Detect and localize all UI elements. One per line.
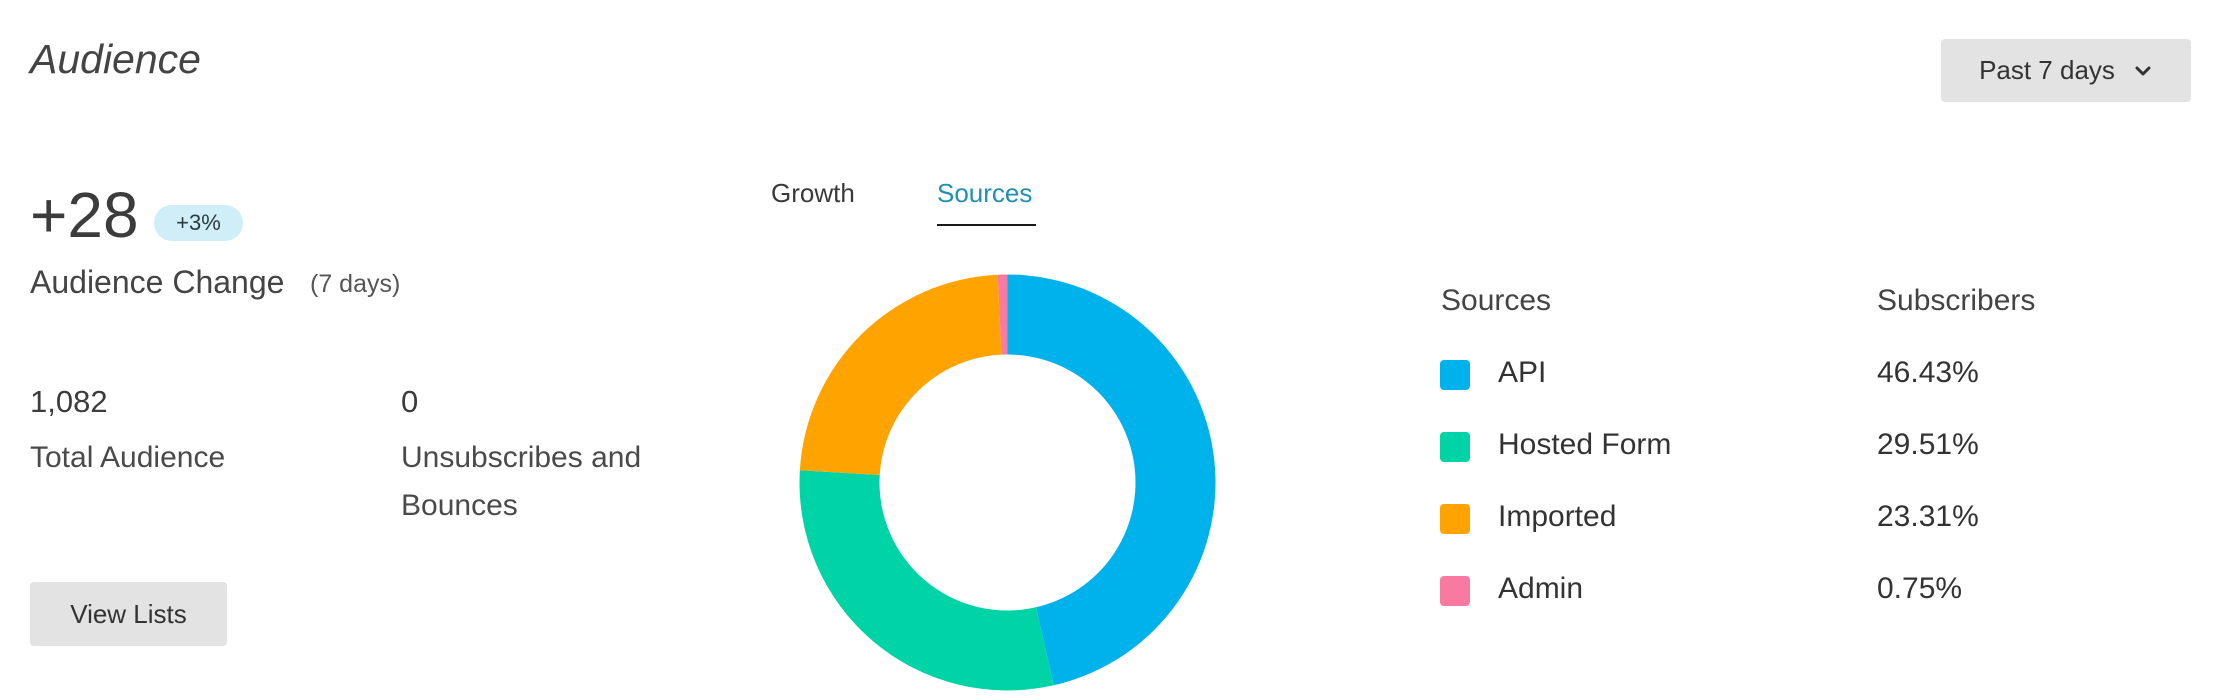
- date-range-label: Past 7 days: [1979, 55, 2115, 85]
- donut-slice-imported: [799, 274, 1002, 475]
- legend-subscriber-share: 46.43%: [1877, 356, 1979, 389]
- donut-slice-api: [1007, 274, 1216, 686]
- legend-source-name: Admin: [1498, 572, 1584, 605]
- legend-source-name: Imported: [1498, 500, 1617, 533]
- donut-slice-admin: [997, 274, 1008, 355]
- sources-donut-chart: [799, 274, 1216, 691]
- active-tab-indicator: [937, 224, 1036, 226]
- legend-row-hosted-form: Hosted Form 29.51%: [1440, 428, 2140, 468]
- legend-swatch: [1440, 360, 1470, 390]
- total-audience-label: Total Audience: [30, 441, 226, 474]
- audience-change-value: +28: [30, 179, 139, 251]
- legend-subscriber-share: 0.75%: [1877, 572, 1963, 605]
- legend-header-subscribers: Subscribers: [1877, 284, 2036, 317]
- audience-change-label: Audience Change: [30, 264, 285, 300]
- legend-row-admin: Admin 0.75%: [1440, 572, 2140, 612]
- total-audience-value: 1,082: [30, 384, 108, 419]
- legend-swatch: [1440, 504, 1470, 534]
- legend-row-imported: Imported 23.31%: [1440, 500, 2140, 540]
- chevron-down-icon: [2135, 66, 2151, 75]
- legend-subscriber-share: 29.51%: [1877, 428, 1979, 461]
- date-range-dropdown[interactable]: Past 7 days: [1941, 39, 2191, 102]
- audience-change-period: (7 days): [310, 270, 401, 298]
- legend-source-name: API: [1498, 356, 1547, 389]
- legend-swatch: [1440, 576, 1470, 606]
- unsubscribes-label: Unsubscribes and Bounces: [401, 441, 642, 522]
- legend-source-name: Hosted Form: [1498, 428, 1672, 461]
- legend-subscriber-share: 23.31%: [1877, 500, 1979, 533]
- view-lists-button[interactable]: View Lists: [30, 582, 227, 646]
- tab-sources[interactable]: Sources: [937, 178, 1033, 208]
- donut-slice-hosted-form: [799, 470, 1054, 691]
- tab-growth[interactable]: Growth: [771, 178, 855, 208]
- page-title: Audience: [30, 36, 201, 82]
- unsubscribes-value: 0: [401, 384, 419, 419]
- change-percent-badge: +3%: [154, 205, 243, 241]
- legend-header-sources: Sources: [1441, 284, 1552, 317]
- legend-swatch: [1440, 432, 1470, 462]
- legend-row-api: API 46.43%: [1440, 356, 2140, 396]
